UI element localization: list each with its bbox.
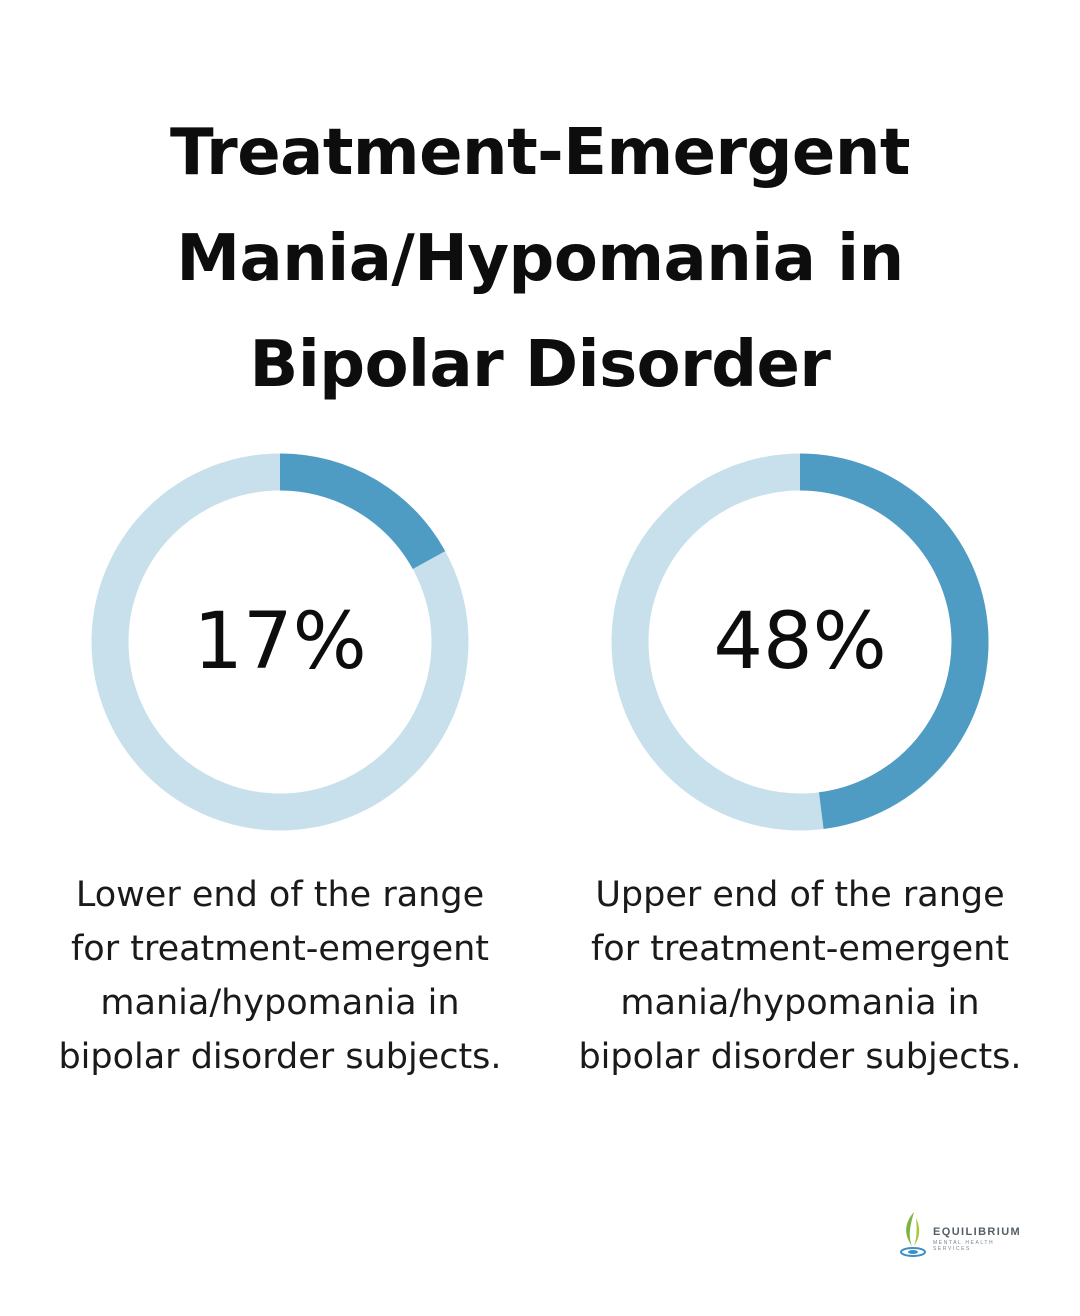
title-line-2: Mania/Hypomania in — [176, 222, 904, 296]
description-lower-line-2: for treatment-emergent — [70, 929, 490, 969]
title-line-1: Treatment-Emergent — [170, 116, 910, 190]
donut-lower-arc — [279, 453, 446, 570]
description-upper-line-1: Upper end of the range — [595, 875, 1005, 915]
donut-upper-svg — [611, 453, 989, 831]
logo-tagline: MENTAL HEALTH SERVICES — [933, 1240, 995, 1252]
leaf-drop-icon — [900, 1212, 926, 1257]
donut-upper-arc — [799, 453, 989, 830]
description-lower: Lower end of the range for treatment-eme… — [30, 868, 530, 1084]
description-lower-line-4: bipolar disorder subjects. — [58, 1037, 502, 1077]
description-upper-line-3: mania/hypomania in — [620, 983, 980, 1023]
page-title: Treatment-Emergent Mania/Hypomania in Bi… — [60, 100, 1020, 418]
donut-chart-upper: 48% — [610, 452, 990, 832]
logo-wordmark: EQUILIBRIUM — [933, 1226, 1022, 1238]
description-lower-line-1: Lower end of the range — [75, 875, 485, 915]
donut-chart-lower: 17% — [90, 452, 470, 832]
description-upper-line-2: for treatment-emergent — [590, 929, 1010, 969]
donut-upper-value-label: 48% — [713, 597, 887, 687]
title-line-3: Bipolar Disorder — [249, 328, 831, 402]
donut-charts: 17% 48% — [0, 452, 1080, 832]
description-upper-line-4: bipolar disorder subjects. — [578, 1037, 1022, 1077]
donut-lower-svg — [91, 453, 469, 831]
description-upper: Upper end of the range for treatment-eme… — [550, 868, 1050, 1084]
equilibrium-logo: EQUILIBRIUM MENTAL HEALTH SERVICES — [895, 1208, 1035, 1264]
donut-lower-value-label: 17% — [193, 597, 367, 687]
description-lower-line-3: mania/hypomania in — [100, 983, 460, 1023]
